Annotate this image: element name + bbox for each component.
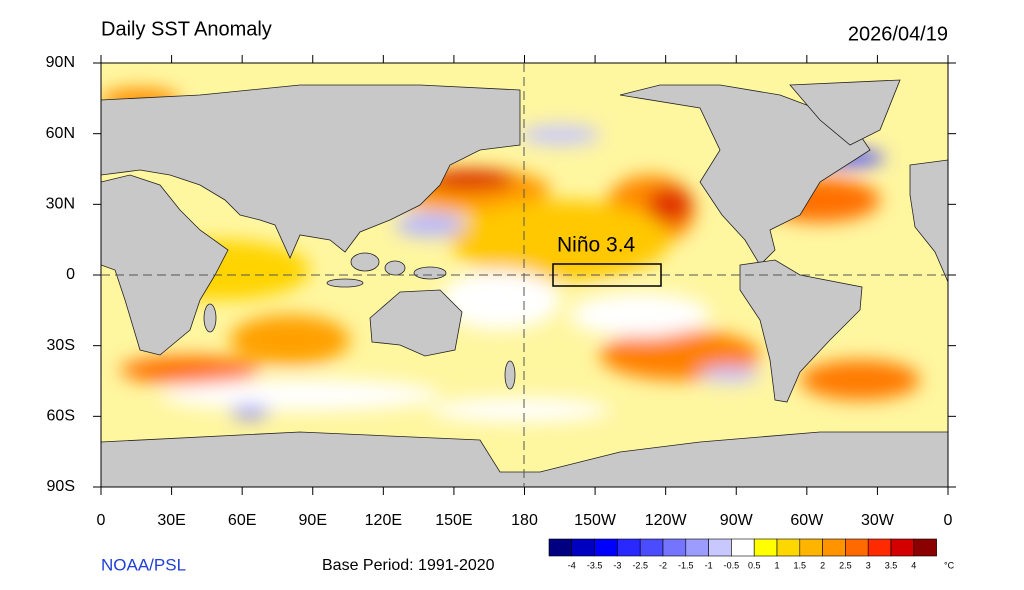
colorbar-label: -1.5 <box>678 560 694 570</box>
colorbar-label: 1 <box>774 560 779 570</box>
colorbar-box <box>639 538 664 557</box>
colorbar-label: 1.5 <box>794 560 807 570</box>
source: NOAA/PSL <box>101 555 186 574</box>
colorbar-label: -3.5 <box>587 560 603 570</box>
colorbar-label: -2 <box>659 560 667 570</box>
region-label: Niño 3.4 <box>557 234 636 257</box>
colorbar-box <box>548 538 573 557</box>
colorbar-box <box>731 538 755 557</box>
colorbar-box <box>799 538 823 557</box>
colorbar-box <box>753 538 778 557</box>
colorbar-box <box>662 538 687 557</box>
lat-label: 60N <box>46 125 75 142</box>
lon-label: 30E <box>157 512 185 529</box>
colorbar-box <box>571 538 595 557</box>
colorbar-box <box>685 538 709 557</box>
colorbar-label: -4 <box>568 560 576 570</box>
colorbar-box <box>845 538 869 557</box>
colorbar-label: -0.5 <box>724 560 740 570</box>
base-period: Base Period: 1991-2020 <box>322 557 495 574</box>
lat-label: 30N <box>46 196 75 213</box>
colorbar-label: 2 <box>820 560 825 570</box>
lat-label: 60S <box>47 408 75 425</box>
lat-label: 30S <box>47 337 75 354</box>
lon-label: 30W <box>861 512 895 529</box>
lon-label: 150E <box>435 512 472 529</box>
land <box>101 79 948 487</box>
colorbar-box <box>890 538 915 557</box>
colorbar-label: 4 <box>911 560 916 570</box>
lon-label: 150W <box>574 512 617 529</box>
lat-label: 0 <box>66 266 75 283</box>
colorbar-label: 2.5 <box>839 560 852 570</box>
colorbar-label: 0.5 <box>748 560 761 570</box>
colorbar-label: -3 <box>613 560 621 570</box>
colorbar-label: 3.5 <box>885 560 898 570</box>
lon-label: 120W <box>645 512 688 529</box>
lon-label: 120E <box>365 512 402 529</box>
lat-label: 90N <box>46 54 75 71</box>
colorbar-box <box>913 538 937 557</box>
lon-label: 0 <box>944 512 953 529</box>
generated: 90N 60N 30N 0 30S 60S 90S 0 30E 60E 90E 120E 150E 180… <box>46 54 956 570</box>
lon-label: 60E <box>228 512 256 529</box>
lon-label: 90E <box>299 512 327 529</box>
colorbar-box <box>822 538 846 557</box>
colorbar-unit: °C <box>944 560 955 570</box>
lat-label: 90S <box>47 478 75 495</box>
lon-label: 60W <box>790 512 824 529</box>
date: 2026/04/19 <box>848 23 948 45</box>
colorbar-box <box>594 538 618 557</box>
colorbar-box <box>776 538 801 557</box>
colorbar-box <box>708 538 732 557</box>
nino-box <box>552 263 662 287</box>
title: Daily SST Anomaly <box>101 18 272 40</box>
colorbar-box <box>617 538 641 557</box>
lon-label: 0 <box>97 512 106 529</box>
colorbar-label: -2.5 <box>632 560 648 570</box>
colorbar-label: -1 <box>705 560 713 570</box>
colorbar-box <box>867 538 892 557</box>
colorbar-label: 3 <box>866 560 871 570</box>
lon-label: 90W <box>720 512 754 529</box>
lon-label: 180 <box>511 512 538 529</box>
